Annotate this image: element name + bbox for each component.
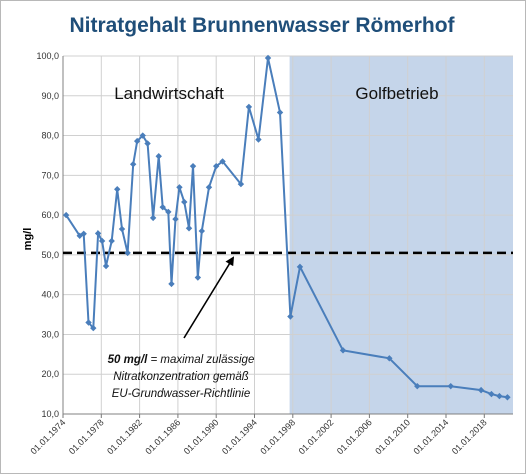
x-tick-label: 01.01.1982 [105, 417, 144, 456]
x-tick-label: 01.01.2018 [450, 417, 489, 456]
data-point [144, 140, 151, 147]
data-point [255, 136, 262, 143]
annotation-bold: 50 mg/l [108, 354, 148, 366]
data-point [181, 198, 188, 206]
y-tick-label: 50,0 [41, 250, 59, 260]
data-point [114, 186, 121, 193]
data-point [108, 237, 115, 245]
data-point [264, 54, 272, 62]
data-point [165, 208, 172, 216]
golf-period-shading [289, 56, 513, 414]
data-point [194, 274, 202, 281]
x-tick-label: 01.01.2010 [373, 417, 412, 456]
data-point [118, 225, 126, 233]
data-point [62, 211, 70, 219]
data-point [504, 394, 511, 401]
data-point [85, 319, 92, 326]
x-tick-label: 01.01.2014 [411, 417, 450, 456]
y-tick-label: 60,0 [41, 210, 59, 220]
data-point [98, 237, 106, 245]
y-tick-label: 40,0 [41, 290, 59, 300]
data-point [245, 103, 253, 111]
data-point [198, 227, 206, 235]
data-point [205, 184, 213, 191]
data-point [488, 390, 495, 398]
x-tick-label: 01.01.1990 [182, 417, 221, 456]
x-tick-label: 01.01.2002 [297, 417, 336, 456]
data-point [155, 153, 162, 160]
y-axis-label: mg/l [22, 228, 34, 251]
data-point [296, 263, 304, 271]
y-tick-label: 80,0 [41, 131, 59, 141]
region-label-golfbetrieb: Golfbetrieb [355, 84, 438, 103]
data-point [237, 180, 245, 188]
y-tick-label: 70,0 [41, 170, 59, 180]
data-point [129, 160, 137, 168]
data-point [80, 230, 87, 238]
y-tick-label: 20,0 [41, 369, 59, 379]
data-point [276, 109, 284, 116]
data-point [168, 280, 175, 288]
data-point [133, 137, 141, 145]
x-tick-label: 01.01.1986 [143, 417, 182, 456]
data-point [149, 214, 157, 222]
y-tick-label: 10,0 [41, 409, 59, 419]
data-point [159, 203, 166, 211]
data-point [124, 249, 131, 257]
annotation-rest: = maximal zulässige [147, 354, 254, 366]
data-point [189, 162, 197, 170]
x-tick-label: 01.01.1994 [220, 417, 259, 456]
data-point [176, 184, 183, 191]
data-point [447, 382, 454, 390]
data-point [94, 230, 102, 237]
y-tick-label: 100,0 [36, 51, 59, 61]
data-point [219, 158, 226, 165]
data-point [172, 215, 179, 223]
data-point [90, 324, 97, 332]
data-point [212, 162, 220, 170]
region-label-landwirtschaft: Landwirtschaft [114, 84, 224, 103]
data-point [185, 225, 193, 232]
data-point [386, 355, 393, 362]
y-tick-label: 30,0 [41, 329, 59, 339]
x-tick-label: 01.01.1998 [258, 417, 297, 456]
data-point [496, 392, 503, 400]
data-point [339, 347, 347, 354]
data-point [287, 313, 294, 320]
series-line [65, 57, 508, 399]
annotation-line-3: EU-Grundwasser-Richtlinie [112, 388, 250, 400]
x-tick-label: 01.01.1974 [28, 417, 67, 456]
data-point [477, 386, 485, 394]
chart-title: Nitratgehalt Brunnenwasser Römerhof [69, 14, 455, 37]
y-tick-label: 90,0 [41, 91, 59, 101]
data-point [414, 382, 421, 390]
annotation-line-1: 50 mg/l = maximal zulässige [108, 354, 255, 366]
plot-area: 10,0 20,0 30,0 40,0 50,0 60,0 70,0 80,0 90,0 100,… [28, 51, 513, 456]
annotation-line-2: Nitratkonzentration gemäß [113, 371, 249, 383]
x-tick-label: 01.01.1978 [67, 417, 106, 456]
annotation-arrow [183, 256, 235, 339]
data-point [139, 132, 146, 139]
x-tick-label: 01.01.2006 [335, 417, 374, 456]
data-point [102, 262, 110, 270]
